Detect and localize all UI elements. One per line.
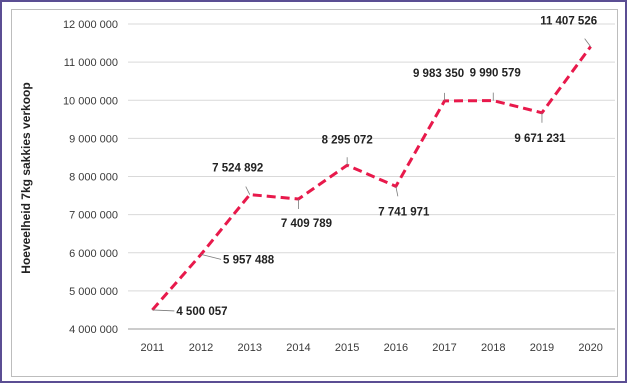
data-labels: 4 500 057 5 957 488 7 524 892 7 409 789 8 29… — [176, 16, 597, 318]
label-leader-line — [152, 309, 175, 312]
data-label: 9 990 579 — [470, 68, 521, 80]
data-label: 7 741 971 — [378, 206, 430, 218]
x-tick-label: 2014 — [286, 342, 310, 354]
x-tick-label: 2017 — [432, 342, 456, 354]
y-axis-label: Hoeveelheid 7kg sakkies verkoop — [19, 82, 33, 273]
chart-panel — [11, 9, 618, 377]
y-tick-label: 6 000 000 — [69, 248, 118, 260]
data-label: 8 295 072 — [322, 134, 373, 146]
y-tick-label: 12 000 000 — [63, 19, 118, 31]
x-tick-label: 2020 — [578, 342, 602, 354]
label-leader-line — [584, 38, 591, 47]
x-tick-label: 2018 — [481, 342, 505, 354]
data-label: 7 524 892 — [212, 163, 263, 175]
x-tick-label: 2011 — [141, 342, 165, 354]
y-tick-label: 4 000 000 — [69, 324, 118, 336]
x-tick-label: 2013 — [238, 342, 262, 354]
series-line-path — [151, 45, 592, 311]
x-tick-label: 2016 — [384, 342, 408, 354]
label-leader-line — [395, 186, 399, 197]
y-tick-label: 9 000 000 — [69, 133, 118, 145]
y-tick-label: 8 000 000 — [69, 172, 118, 184]
series-line — [151, 45, 592, 311]
data-label: 9 671 231 — [514, 133, 566, 145]
y-tick-label: 11 000 000 — [64, 57, 118, 69]
data-label: 11 407 526 — [540, 16, 597, 28]
data-label: 7 409 789 — [281, 218, 332, 230]
gridlines — [128, 23, 615, 330]
x-tick-label: 2015 — [335, 342, 359, 354]
y-tick-label: 10 000 000 — [63, 95, 118, 107]
x-tick-label: 2012 — [189, 342, 213, 354]
data-label: 5 957 488 — [223, 254, 275, 266]
x-axis-ticks: 2011 2012 2013 2014 2015 2016 2017 2018 2019 2020 — [141, 342, 603, 354]
data-label: 9 983 350 — [413, 68, 464, 80]
data-label: 4 500 057 — [176, 306, 227, 318]
label-leader-lines — [152, 38, 591, 312]
y-tick-label: 7 000 000 — [69, 210, 118, 222]
x-tick-label: 2019 — [530, 342, 554, 354]
y-axis-ticks: 4 000 000 5 000 000 6 000 000 7 000 000 8 00… — [63, 19, 118, 336]
label-leader-line — [245, 186, 251, 195]
label-leader-line — [200, 253, 222, 260]
y-tick-label: 5 000 000 — [69, 286, 118, 298]
